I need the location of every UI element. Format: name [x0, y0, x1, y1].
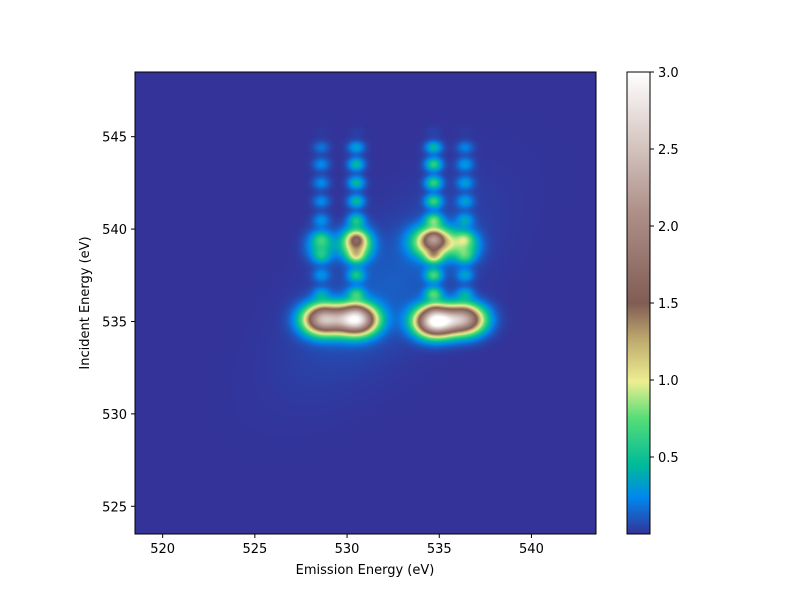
y-tick-label: 535	[102, 315, 127, 330]
colorbar-tick-label: 2.0	[658, 220, 679, 235]
y-tick-label: 530	[102, 408, 127, 423]
colorbar-tick-label: 3.0	[658, 66, 679, 81]
colorbar-tick-label: 1.5	[658, 297, 679, 312]
colorbar	[626, 71, 651, 535]
y-tick-label: 525	[102, 500, 127, 515]
x-tick-label: 520	[150, 542, 175, 557]
y-axis-ticks: 525 530 535 540 545	[102, 131, 135, 515]
colorbar-tick-label: 2.5	[658, 143, 679, 158]
x-axis-ticks: 520 525 530 535 540	[150, 534, 544, 557]
y-tick-label: 540	[102, 223, 127, 238]
x-tick-label: 530	[335, 542, 360, 557]
plot-frame	[134, 71, 597, 535]
heatmap-layer	[135, 72, 596, 534]
heatmap-raster	[135, 72, 596, 534]
y-tick-label: 545	[102, 131, 127, 146]
y-axis-label: Incident Energy (eV)	[78, 236, 93, 369]
x-tick-label: 525	[242, 542, 267, 557]
colorbar-ticks: 0.5 1.0 1.5 2.0 2.5 3.0	[650, 66, 679, 466]
colorbar-tick-label: 1.0	[658, 374, 679, 389]
x-axis-label: Emission Energy (eV)	[296, 563, 435, 578]
x-tick-label: 540	[519, 542, 544, 557]
colorbar-tick-label: 0.5	[658, 451, 679, 466]
x-tick-label: 535	[427, 542, 452, 557]
